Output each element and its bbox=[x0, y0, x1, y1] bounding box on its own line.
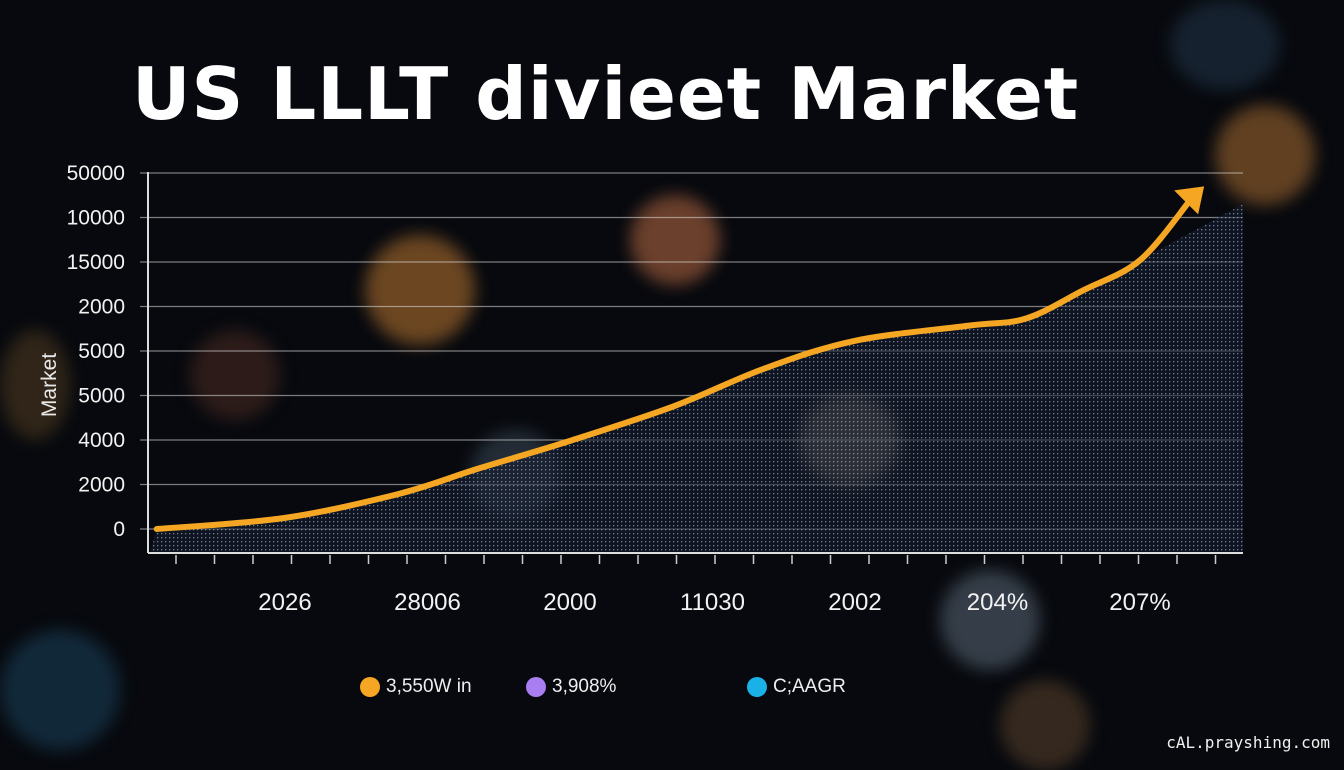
x-tick-label: 11030 bbox=[680, 589, 745, 616]
y-tick-label: 50000 bbox=[67, 162, 125, 185]
legend-label: 3,550W in bbox=[386, 676, 472, 697]
x-tick-label: 207% bbox=[1109, 589, 1170, 616]
legend-swatch bbox=[360, 677, 380, 697]
x-tick-label: 28006 bbox=[394, 589, 461, 616]
legend-swatch bbox=[747, 677, 767, 697]
y-tick-label: 0 bbox=[113, 518, 125, 541]
legend-item: C;AAGR bbox=[747, 676, 846, 698]
area-fill bbox=[150, 204, 1243, 553]
y-tick-label: 10000 bbox=[67, 207, 125, 230]
legend-swatch bbox=[526, 677, 546, 697]
y-tick-label: 5000 bbox=[78, 340, 125, 363]
chart-title: US LLLT divieet Market bbox=[132, 52, 1080, 136]
series-line bbox=[153, 197, 1194, 532]
arrow-head-icon bbox=[1174, 186, 1205, 215]
x-tick-labels: 2026 28006 2000 11030 2002 204% 207% bbox=[258, 589, 1170, 616]
x-tick-label: 204% bbox=[967, 589, 1028, 616]
y-tick-label: 4000 bbox=[78, 429, 125, 452]
y-tick-labels: 0 2000 4000 5000 5000 2000 15000 10000 50000 bbox=[67, 162, 125, 541]
x-tick-label: 2000 bbox=[543, 589, 596, 616]
y-tick-label: 5000 bbox=[78, 385, 125, 408]
x-tick-label: 2002 bbox=[828, 589, 881, 616]
watermark: cAL.prayshing.com bbox=[1166, 733, 1330, 752]
y-axis-label: Market bbox=[38, 353, 61, 417]
y-tick-label: 2000 bbox=[78, 474, 125, 497]
y-tick-label: 15000 bbox=[67, 251, 125, 274]
legend-label: 3,908% bbox=[552, 676, 617, 697]
x-minor-ticks bbox=[175, 555, 1217, 564]
x-tick-label: 2026 bbox=[258, 589, 311, 616]
legend-item: 3,550W in bbox=[360, 676, 472, 698]
legend-item: 3,908% bbox=[526, 676, 616, 698]
y-tick-label: 2000 bbox=[78, 296, 125, 319]
legend-label: C;AAGR bbox=[773, 676, 846, 697]
